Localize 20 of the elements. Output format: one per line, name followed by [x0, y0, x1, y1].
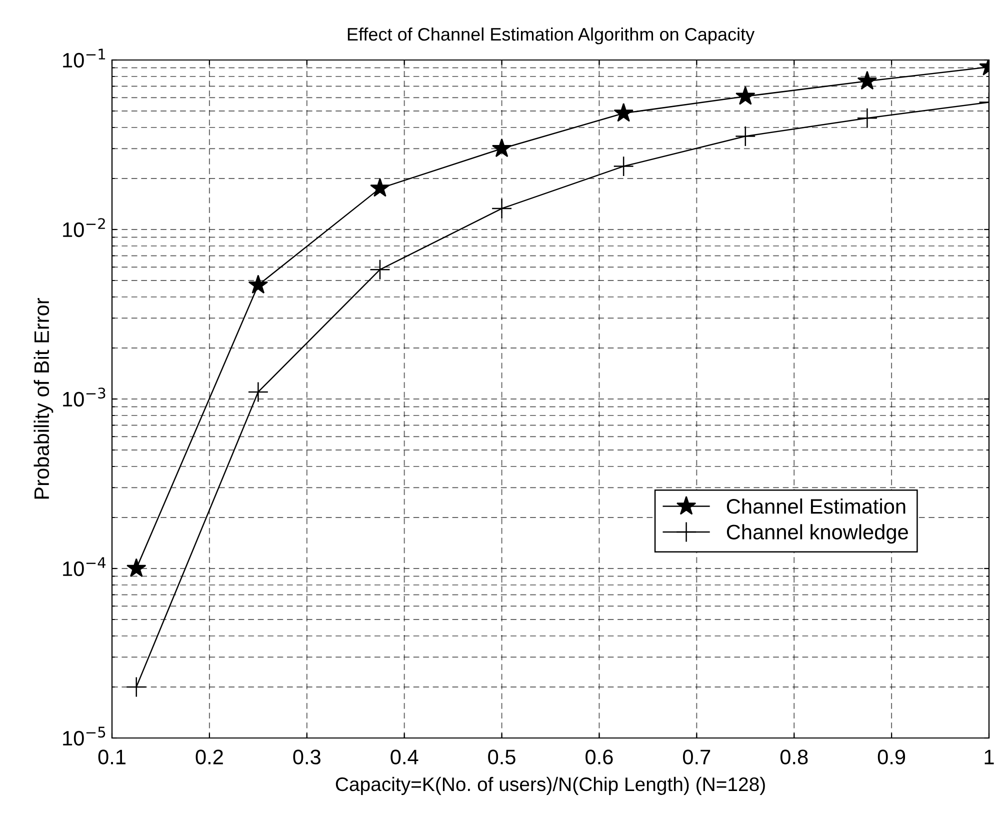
x-tick-label: 0.7 — [683, 750, 710, 764]
y-tick-label: 10$^{−4}$ — [63, 557, 106, 576]
chart-title: Effect of Channel Estimation Algorithm on Capacity — [348, 27, 755, 44]
y-tick-label: 10$^{−2}$ — [63, 218, 105, 238]
x-tick-label: 0.2 — [196, 750, 223, 764]
x-tick-label: 0.8 — [780, 750, 808, 764]
y-tick-label: 10$^{−3}$ — [63, 388, 106, 407]
x-tick-label: 0.9 — [878, 750, 906, 764]
x-tick-label: 0.4 — [390, 750, 418, 764]
x-tick-label: 0.1 — [98, 750, 126, 764]
legend-label: Channel knowledge — [726, 524, 908, 544]
y-tick-label: 10$^{−1}$ — [63, 48, 106, 68]
y-axis-title: Probability of Bit Error — [34, 298, 54, 499]
x-axis-title: Capacity=K(No. of users)/N(Chip Length) (N=128) — [336, 776, 765, 795]
x-tick-label: 0.6 — [586, 750, 613, 764]
y-tick-label: 10$^{−5}$ — [63, 726, 106, 746]
x-tick-label: 0.5 — [488, 750, 516, 764]
x-tick-label: 0.3 — [293, 750, 320, 764]
x-tick-label: 1 — [984, 750, 994, 764]
legend-label: Channel Estimation — [726, 498, 906, 514]
